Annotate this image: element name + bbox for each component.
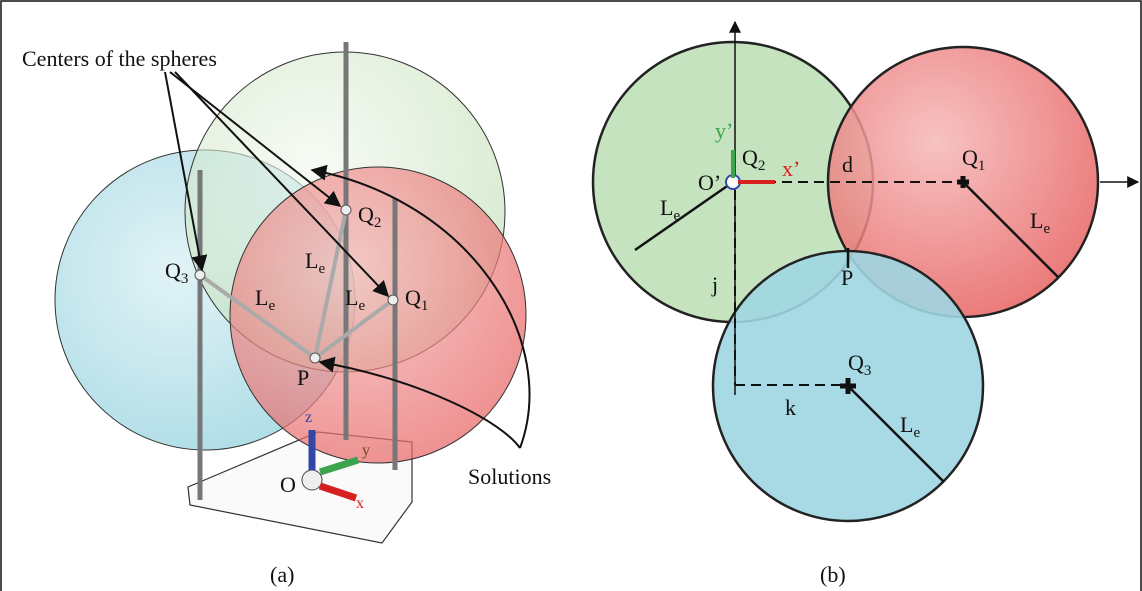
callout-centers: Centers of the spheres: [22, 46, 217, 71]
label-part: d: [842, 152, 853, 177]
label-part: P: [297, 365, 309, 390]
callout-solutions: Solutions: [468, 464, 551, 489]
label-part: Q: [742, 145, 758, 170]
label: d: [842, 152, 853, 177]
label: x’: [782, 156, 800, 181]
label-part: x’: [782, 156, 800, 181]
label-part: e: [358, 298, 365, 314]
label-part: 2: [374, 215, 382, 231]
label-part: e: [673, 208, 680, 224]
label-part: 3: [864, 363, 872, 379]
label-part: 3: [181, 271, 189, 287]
label-part: L: [255, 285, 268, 310]
label-part: L: [900, 412, 913, 437]
label-part: L: [305, 248, 318, 273]
caption: (a): [270, 562, 294, 587]
label-part: 2: [758, 158, 766, 174]
label-part: L: [660, 195, 673, 220]
label-part: 1: [421, 298, 429, 314]
label-part: j: [711, 272, 718, 297]
label-part: O’: [698, 170, 721, 195]
caption: (b): [820, 562, 846, 587]
axis-y: y: [362, 442, 370, 459]
label-part: k: [785, 395, 796, 420]
label: k: [785, 395, 796, 420]
label: O: [280, 472, 296, 497]
label: P: [297, 365, 309, 390]
label-part: e: [268, 298, 275, 314]
label-part: Q: [848, 350, 864, 375]
panel-a: z y x Centers of the spheres Solutions (…: [22, 42, 551, 587]
label-part: Q: [165, 258, 181, 283]
label-part: e: [318, 261, 325, 277]
sphere-1: [230, 167, 526, 463]
figure: z y x Centers of the spheres Solutions (…: [0, 0, 1142, 591]
label-part: L: [1030, 208, 1043, 233]
label: O’: [698, 170, 721, 195]
label-part: P: [841, 265, 853, 290]
label-part: L: [345, 285, 358, 310]
label: P: [841, 265, 853, 290]
label-part: O: [280, 472, 296, 497]
label: j: [711, 272, 718, 297]
label-part: 1: [978, 158, 986, 174]
label-part: Q: [405, 285, 421, 310]
label: y’: [715, 118, 733, 143]
panel-b: (b) y’ Q2 x’ O’ d Q1 Le Le P j Q3 k Le: [593, 22, 1138, 587]
label-part: e: [913, 425, 920, 441]
axis-x: x: [356, 495, 364, 512]
label-part: y’: [715, 118, 733, 143]
label-part: Q: [962, 145, 978, 170]
label-part: e: [1043, 221, 1050, 237]
axis-z: z: [305, 409, 312, 426]
label-part: Q: [358, 202, 374, 227]
